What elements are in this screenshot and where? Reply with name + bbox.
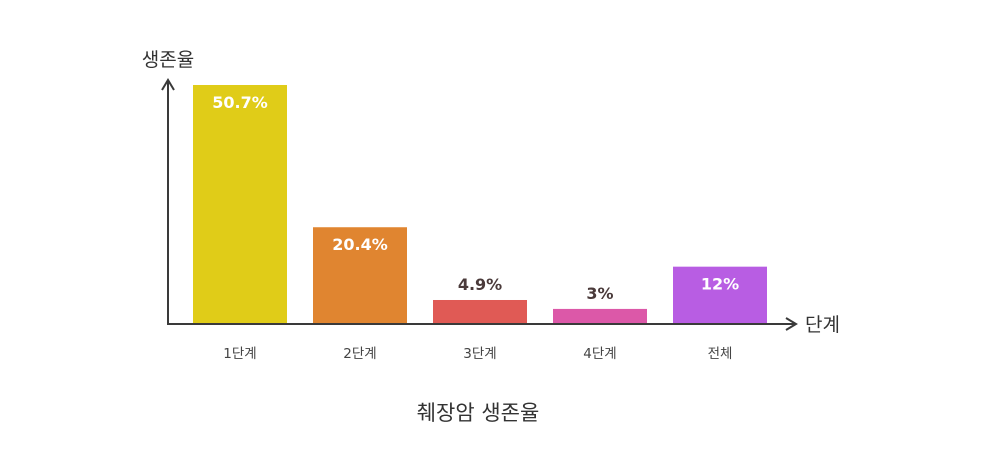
x-tick-label-5: 전체 xyxy=(708,346,733,362)
x-axis-label: 단계 xyxy=(805,314,840,336)
bar-4-value-label: 3% xyxy=(586,284,613,303)
bar-1 xyxy=(193,85,287,323)
y-axis-label: 생존율 xyxy=(142,49,194,71)
bar-1-value-label: 50.7% xyxy=(212,93,268,112)
x-tick-label-4: 4단계 xyxy=(583,346,616,362)
bar-2 xyxy=(313,227,407,323)
bar-3-value-label: 4.9% xyxy=(458,275,502,294)
bar-5 xyxy=(673,266,767,323)
x-tick-label-2: 2단계 xyxy=(343,346,376,362)
y-axis-arrow xyxy=(161,78,175,91)
bar-3 xyxy=(433,299,527,323)
x-axis-arrow xyxy=(785,317,798,331)
bar-4 xyxy=(553,308,647,323)
chart-title: 췌장암 생존율 xyxy=(417,401,540,425)
x-tick-label-1: 1단계 xyxy=(223,346,256,362)
bar-2-value-label: 20.4% xyxy=(332,235,388,254)
x-tick-label-3: 3단계 xyxy=(463,346,496,362)
bar-5-value-label: 12% xyxy=(701,275,739,294)
bars-group: 50.7% 1단계 20.4% 2단계 4.9% 3단계 3% 4단계 12% 전체 xyxy=(193,85,767,362)
